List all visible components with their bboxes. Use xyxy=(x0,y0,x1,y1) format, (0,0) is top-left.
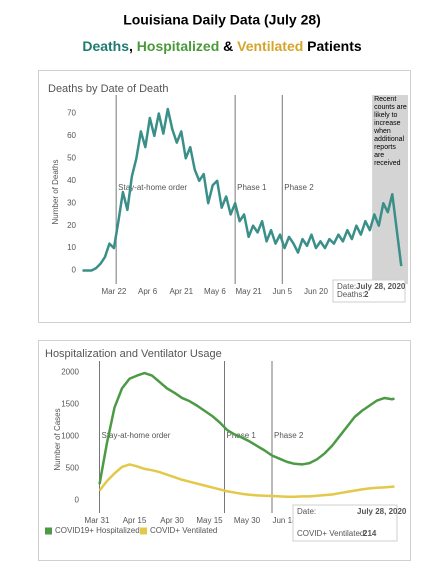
annotation-label: Stay-at-home order xyxy=(118,183,187,192)
annotation-label: Phase 1 xyxy=(227,431,257,440)
legend-swatch xyxy=(140,527,147,535)
annotation-label: Stay-at-home order xyxy=(102,431,171,440)
y-tick-label: 60 xyxy=(67,131,76,140)
y-tick-label: 20 xyxy=(67,221,76,230)
subtitle-part: Patients xyxy=(303,38,362,54)
x-tick-label: Apr 21 xyxy=(169,287,193,296)
shade-note: Recent counts are likely to increase whe… xyxy=(374,96,407,166)
x-tick-label: Jun 14 xyxy=(272,516,297,525)
shade-note-text: Recent counts are likely to increase whe… xyxy=(374,96,407,166)
x-tick-label: Mar 31 xyxy=(85,516,110,525)
y-tick-label: 70 xyxy=(67,109,76,118)
y-tick-label: 500 xyxy=(66,463,80,472)
y-axis-label: Number of Cases xyxy=(53,408,62,470)
chart-frame xyxy=(38,70,411,323)
subtitle-part: , xyxy=(129,38,137,54)
y-tick-label: 30 xyxy=(67,198,76,207)
tooltip-date-label: Date: xyxy=(297,507,316,516)
x-tick-label: May 6 xyxy=(204,287,226,296)
y-axis-label: Number of Deaths xyxy=(51,160,60,225)
y-tick-label: 2000 xyxy=(61,368,79,377)
y-tick-label: 50 xyxy=(67,153,76,162)
tooltip-date: July 28, 2020 xyxy=(356,282,406,291)
y-tick-label: 1000 xyxy=(61,431,79,440)
tooltip-value-label: Deaths: xyxy=(337,290,365,299)
data-line xyxy=(82,107,403,272)
x-tick-label: May 21 xyxy=(235,287,262,296)
x-tick-label: Apr 30 xyxy=(160,516,184,525)
chart-frame xyxy=(38,340,411,561)
annotation-label: Phase 1 xyxy=(237,183,267,192)
x-tick-label: Apr 6 xyxy=(138,287,158,296)
tooltip-date-label: Date: xyxy=(337,282,356,291)
y-tick-label: 1500 xyxy=(61,399,79,408)
x-tick-label: Jun 20 xyxy=(304,287,329,296)
x-tick-label: May 30 xyxy=(234,516,261,525)
legend-swatch xyxy=(45,527,52,535)
chart-title: Deaths by Date of Death xyxy=(48,83,168,95)
legend-label: COVID19+ Hospitalized xyxy=(55,526,140,535)
tooltip-box xyxy=(332,279,406,303)
y-tick-label: 40 xyxy=(67,176,76,185)
page-title: Louisiana Daily Data (July 28) xyxy=(123,12,321,28)
tooltip-date: July 28, 2020 xyxy=(357,507,407,516)
tooltip-value: 2 xyxy=(364,290,369,299)
x-tick-label: May 15 xyxy=(196,516,223,525)
annotation-label: Phase 2 xyxy=(284,183,314,192)
tooltip-box xyxy=(292,504,398,542)
subtitle-part: Hospitalized xyxy=(137,38,219,54)
legend-label: COVID+ Ventilated xyxy=(150,526,217,535)
subtitle-part: & xyxy=(219,38,237,54)
tooltip-value: 214 xyxy=(363,529,377,538)
x-tick-label: Apr 15 xyxy=(123,516,147,525)
subtitle-part: Deaths xyxy=(82,38,129,54)
annotation-label: Phase 2 xyxy=(274,431,304,440)
subtitle-part: Ventilated xyxy=(237,38,303,54)
data-line xyxy=(98,463,395,498)
data-line xyxy=(98,371,395,485)
x-tick-label: Jun 5 xyxy=(272,287,292,296)
tooltip-value-label: COVID+ Ventilated: xyxy=(297,529,367,538)
chart-title: Hospitalization and Ventilator Usage xyxy=(45,348,222,360)
shaded-region xyxy=(372,95,408,284)
y-tick-label: 10 xyxy=(67,243,76,252)
y-tick-label: 0 xyxy=(75,495,80,504)
page-subtitle: Deaths, Hospitalized & Ventilated Patien… xyxy=(82,38,362,54)
y-tick-label: 0 xyxy=(72,266,77,275)
x-tick-label: Mar 22 xyxy=(101,287,126,296)
